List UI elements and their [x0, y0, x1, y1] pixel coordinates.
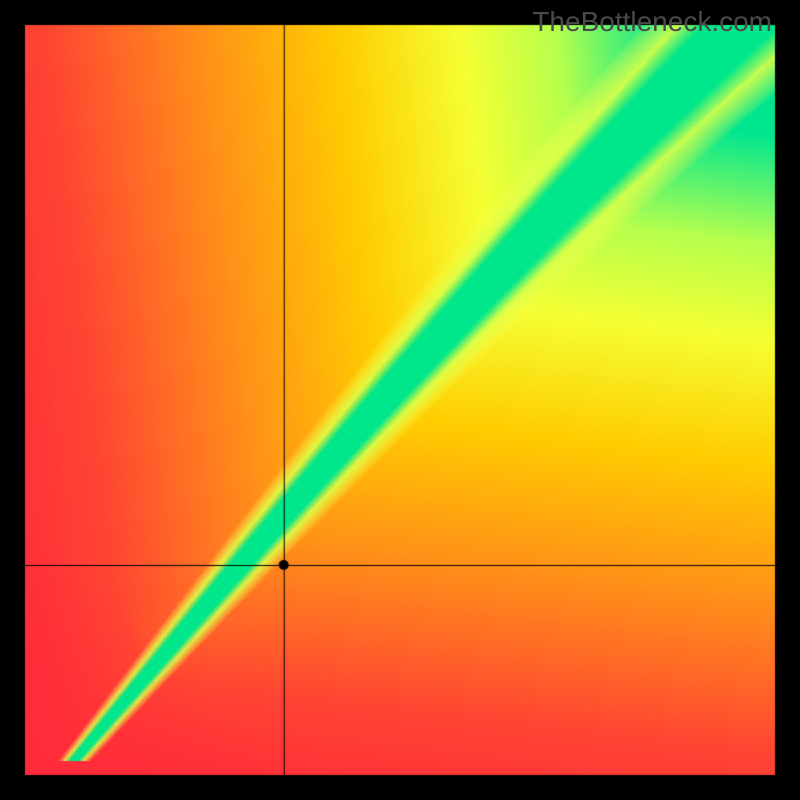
bottleneck-heatmap — [0, 0, 800, 800]
chart-container: TheBottleneck.com — [0, 0, 800, 800]
